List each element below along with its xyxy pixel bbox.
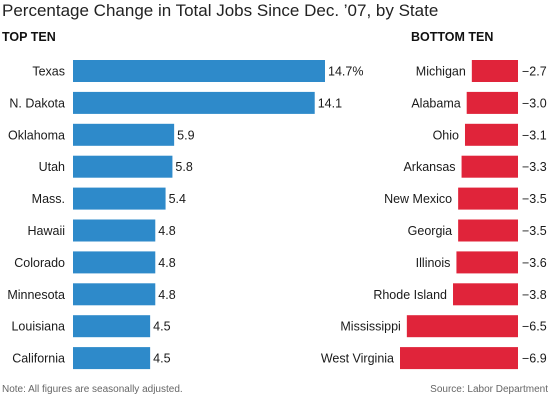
top-value-label: 4.8 [158, 256, 175, 270]
top-bar [73, 155, 173, 178]
bottom-bar [458, 219, 518, 242]
top-value-label: 5.8 [175, 160, 192, 174]
top-category-label: California [12, 352, 65, 366]
bottom-value-label: −6.5 [522, 320, 547, 334]
bottom-bar [453, 283, 518, 306]
bottom-value-label: −3.6 [522, 256, 547, 270]
top-category-label: Colorado [14, 256, 65, 270]
top-value-label: 5.9 [177, 128, 194, 142]
bottom-category-label: Alabama [411, 96, 460, 110]
bottom-category-label: New Mexico [384, 192, 452, 206]
bottom-value-label: −3.5 [522, 224, 547, 238]
top-value-label: 14.7% [328, 65, 363, 79]
top-category-label: Mass. [32, 192, 65, 206]
top-bar [73, 91, 315, 114]
bottom-value-label: −3.0 [522, 96, 547, 110]
source-note: Source: Labor Department [430, 384, 548, 395]
bottom-value-label: −3.8 [522, 288, 547, 302]
bottom-bar [406, 315, 518, 338]
bottom-value-label: −2.7 [522, 65, 547, 79]
bottom-category-label: West Virginia [321, 352, 394, 366]
top-ten-heading: TOP TEN [2, 30, 56, 44]
bottom-value-label: −6.9 [522, 352, 547, 366]
bottom-bar [400, 347, 518, 370]
bottom-value-label: −3.5 [522, 192, 547, 206]
bottom-category-label: Mississippi [340, 320, 400, 334]
top-value-label: 4.5 [153, 352, 170, 366]
footnote: Note: All figures are seasonally adjuste… [2, 384, 183, 395]
top-bar [73, 123, 175, 146]
top-bar [73, 283, 156, 306]
top-bar [73, 315, 151, 338]
top-value-label: 5.4 [169, 192, 186, 206]
top-bar [73, 187, 166, 210]
bottom-bar [471, 60, 518, 82]
top-category-label: Hawaii [27, 224, 65, 238]
bottom-bar [464, 123, 518, 146]
top-value-label: 14.1 [318, 96, 342, 110]
top-bar [73, 60, 325, 82]
top-category-label: Minnesota [7, 288, 65, 302]
bottom-ten-heading: BOTTOM TEN [411, 30, 494, 44]
top-bar [73, 347, 151, 370]
bottom-bar [458, 187, 518, 210]
bottom-category-label: Ohio [433, 128, 459, 142]
top-bar [73, 219, 156, 242]
bottom-bar [466, 91, 518, 114]
chart-title: Percentage Change in Total Jobs Since De… [2, 1, 439, 20]
top-bar [73, 251, 156, 274]
top-value-label: 4.8 [158, 288, 175, 302]
top-value-label: 4.8 [158, 224, 175, 238]
bottom-value-label: −3.1 [522, 128, 547, 142]
bottom-category-label: Illinois [416, 256, 451, 270]
bottom-category-label: Arkansas [403, 160, 455, 174]
bottom-value-label: −3.3 [522, 160, 547, 174]
bottom-category-label: Rhode Island [373, 288, 447, 302]
top-category-label: Louisiana [11, 320, 65, 334]
bottom-category-label: Michigan [416, 65, 466, 79]
top-category-label: Oklahoma [8, 128, 65, 142]
top-category-label: Utah [39, 160, 65, 174]
bottom-bar [456, 251, 518, 274]
bottom-bar [461, 155, 518, 178]
top-category-label: N. Dakota [9, 96, 65, 110]
top-value-label: 4.5 [153, 320, 170, 334]
top-category-label: Texas [32, 65, 65, 79]
bottom-category-label: Georgia [408, 224, 453, 238]
